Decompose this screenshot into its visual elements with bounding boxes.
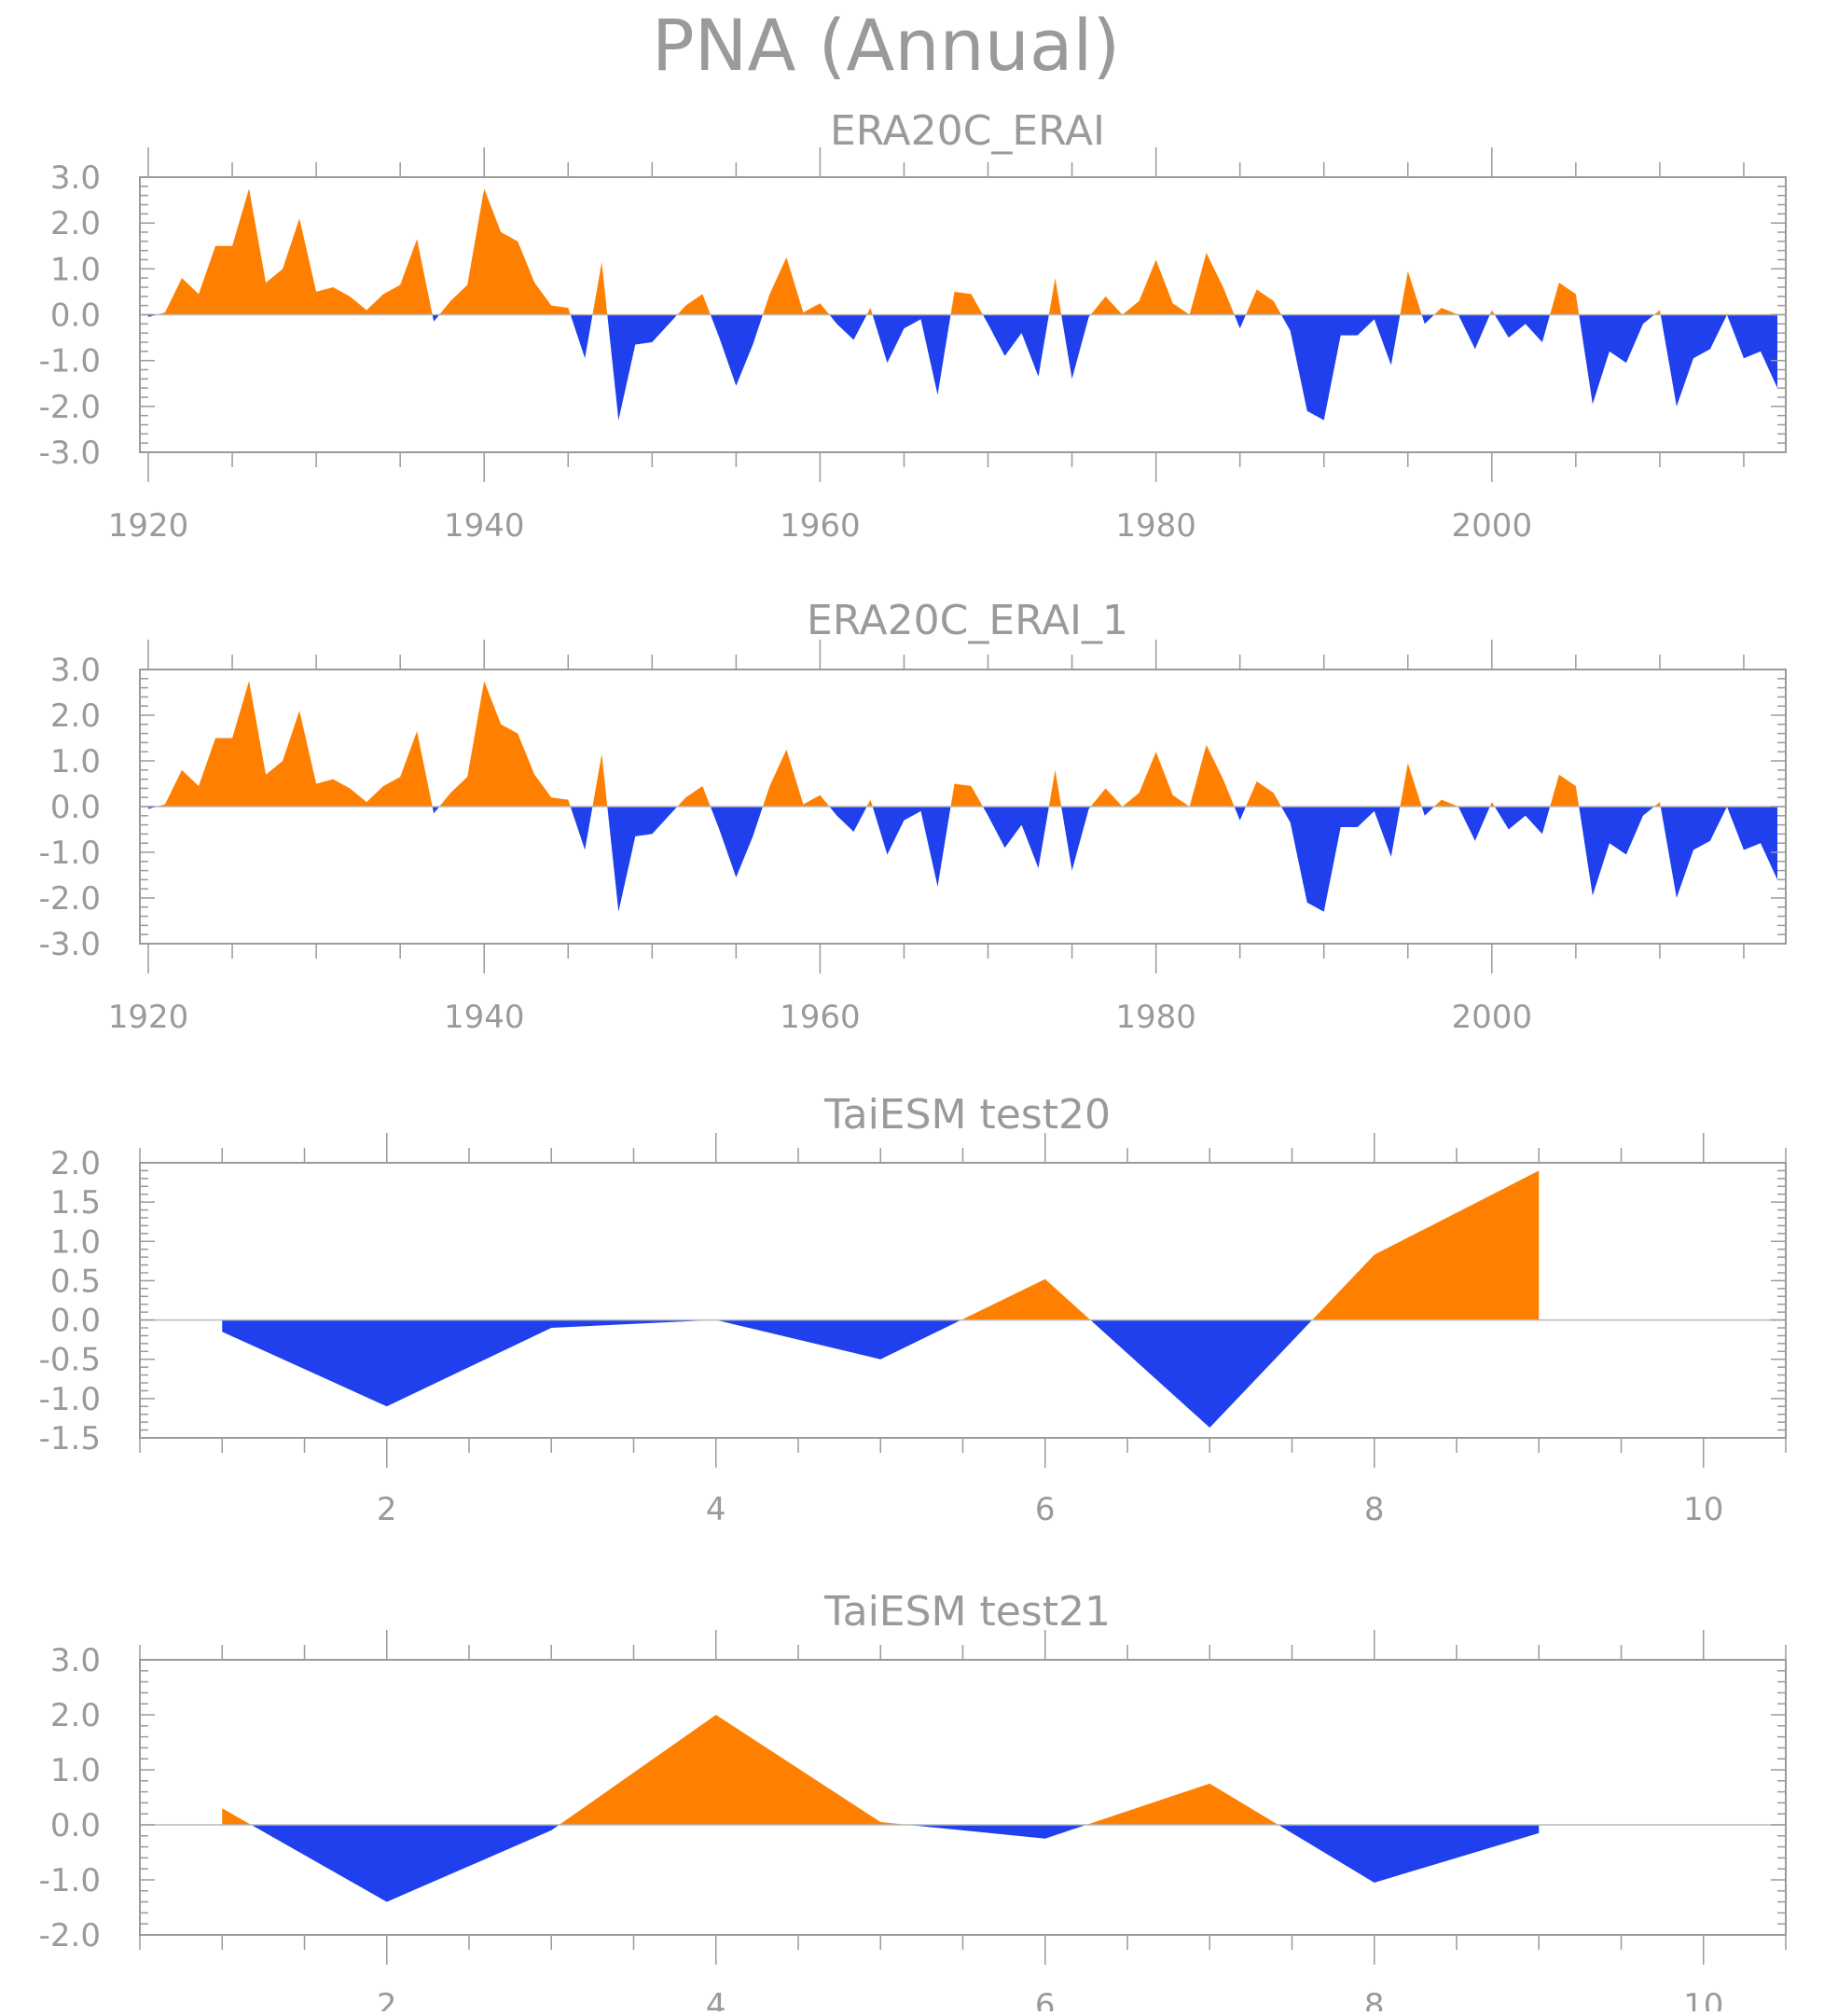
y-tick-label: -3.0: [39, 926, 101, 963]
x-tick-label: 1940: [444, 999, 525, 1036]
y-tick-label: 0.0: [50, 789, 101, 826]
chart-panel: 2.01.51.00.50.0-0.5-1.0-1.5 2 4 6 8 10 TaiESM …: [39, 1091, 1786, 1528]
x-tick-label: 2000: [1452, 507, 1533, 545]
y-tick-label: 1.0: [50, 1223, 101, 1261]
y-tick-label: -1.0: [39, 1381, 101, 1418]
y-tick-label: -2.0: [39, 389, 101, 426]
y-tick-label: -2.0: [39, 880, 101, 918]
x-tick-label: 4: [706, 1987, 726, 2011]
y-tick-label: 1.5: [50, 1184, 101, 1222]
y-tick-label: 1.0: [50, 251, 101, 288]
figure-title: PNA (Annual): [652, 4, 1120, 87]
chart-panel: 3.0 2.0 1.0 0.0 -1.0 -2.0 2 4 6 8 10 TaiESM test21: [39, 1588, 1786, 2011]
y-tick-label: 0.0: [50, 1303, 101, 1340]
y-tick-label: 3.0: [50, 159, 101, 197]
y-tick-label: 3.0: [50, 652, 101, 689]
x-tick-label: 6: [1035, 1987, 1056, 2011]
y-tick-label: 2.0: [50, 205, 101, 242]
panel-title: TaiESM test20: [823, 1091, 1111, 1139]
x-tick-label: 1920: [108, 507, 189, 545]
x-tick-label: 4: [706, 1491, 726, 1528]
x-tick-label: 1920: [108, 999, 189, 1036]
x-tick-label: 1980: [1115, 999, 1196, 1036]
y-tick-label: -1.0: [39, 835, 101, 872]
y-tick-label: -0.5: [39, 1342, 101, 1379]
panel-title: ERA20C_ERAI_1: [807, 597, 1128, 644]
y-tick-label: 2.0: [50, 1145, 101, 1182]
y-tick-label: 1.0: [50, 1752, 101, 1789]
y-tick-label: -2.0: [39, 1917, 101, 1954]
y-tick-label: 0.0: [50, 1807, 101, 1844]
y-tick-label: 3.0: [50, 1642, 101, 1679]
x-tick-label: 1940: [444, 507, 525, 545]
x-tick-label: 6: [1035, 1491, 1056, 1528]
x-tick-label: 2000: [1452, 999, 1533, 1036]
y-tick-label: -1.0: [39, 343, 101, 380]
y-tick-label: 2.0: [50, 697, 101, 735]
x-tick-label: 1960: [780, 999, 861, 1036]
positive-area: [148, 188, 1777, 420]
y-tick-label: -3.0: [39, 435, 101, 472]
y-tick-label: -1.0: [39, 1862, 101, 1899]
x-tick-label: 10: [1683, 1491, 1723, 1528]
y-tick-label: 0.0: [50, 297, 101, 335]
negative-area: [222, 1715, 1539, 1902]
x-tick-label: 8: [1364, 1987, 1385, 2011]
y-tick-label: 2.0: [50, 1697, 101, 1734]
x-tick-label: 2: [377, 1491, 397, 1528]
panel-title: TaiESM test21: [823, 1588, 1111, 1636]
x-tick-label: 1980: [1115, 507, 1196, 545]
x-tick-label: 8: [1364, 1491, 1385, 1528]
y-tick-label: 0.5: [50, 1263, 101, 1300]
y-tick-label: 1.0: [50, 743, 101, 780]
y-tick-label: -1.5: [39, 1420, 101, 1457]
positive-area: [148, 681, 1777, 911]
x-tick-label: 10: [1683, 1987, 1723, 2011]
x-tick-label: 2: [377, 1987, 397, 2011]
panel-title: ERA20C_ERAI: [830, 107, 1105, 155]
x-tick-label: 1960: [780, 507, 861, 545]
